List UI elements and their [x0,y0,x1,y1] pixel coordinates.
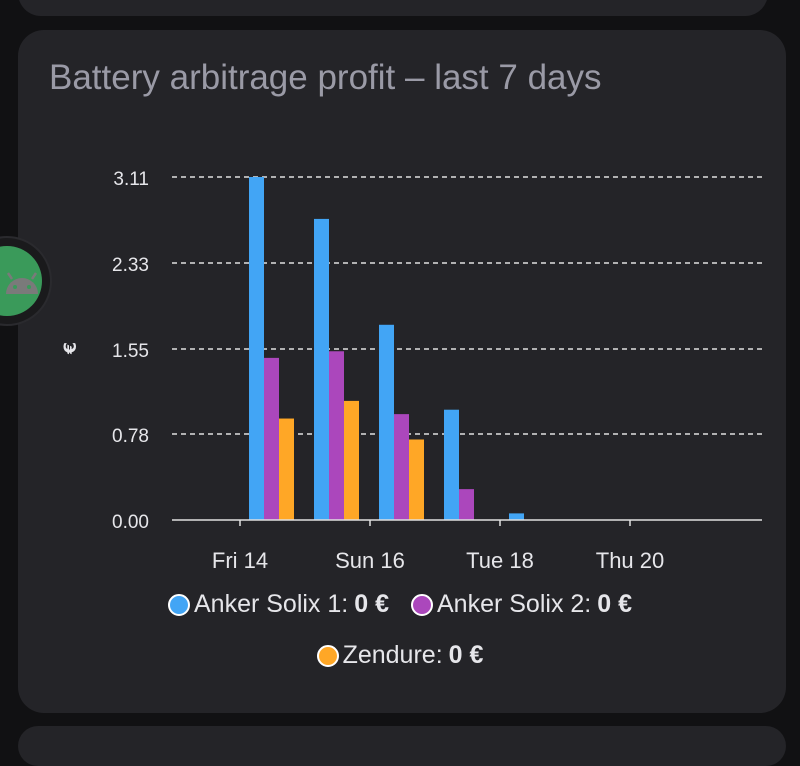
x-tick-label: Tue 18 [466,548,534,573]
legend-item-anker-solix-2[interactable]: Anker Solix 2: 0 € [411,590,632,619]
y-tick-label: 0.00 [112,512,149,533]
y-tick-label: 0.78 [112,426,149,447]
bar-anker-solix-2 [459,489,474,520]
bar-zendure [279,418,294,520]
legend-label: Anker Solix 1: [193,590,349,618]
legend-value: 0 € [448,641,484,669]
legend-dot-icon [316,644,339,667]
battery-profit-card [18,30,786,713]
legend-item-zendure[interactable]: Zendure: 0 € [316,641,484,670]
legend-item-anker-solix-1[interactable]: Anker Solix 1: 0 € [167,590,389,619]
y-axis-label: € [61,342,81,355]
y-tick-label: 1.55 [112,341,149,362]
bar-anker-solix-1 [249,177,264,520]
next-card [18,726,786,766]
bar-anker-solix-1 [444,409,459,520]
bar-anker-solix-1 [509,513,524,520]
legend-value: 0 € [597,590,633,618]
bar-zendure [409,439,424,520]
android-icon [0,246,42,316]
bar-anker-solix-2 [329,351,344,520]
bar-anker-solix-1 [314,218,329,520]
x-tick-label: Sun 16 [335,548,405,573]
legend-dot-icon [411,593,433,616]
legend-value: 0 € [354,590,389,618]
x-tick-label: Thu 20 [596,548,665,573]
legend-dot-icon [167,593,190,616]
bar-anker-solix-2 [394,414,409,520]
previous-card [18,0,768,16]
bar-zendure [344,400,359,520]
x-tick-label: Fri 14 [212,548,268,573]
legend-row-2: Zendure: 0 € [0,641,800,670]
bar-chart: 0.00 0.78 1.55 2.33 3.11 € Fri 14 Sun 16 Tue 18 T… [61,169,762,573]
y-tick-label: 3.11 [113,169,149,190]
legend-row-1: Anker Solix 1: 0 € Anker Solix 2: 0 € [0,590,800,619]
bar-anker-solix-1 [379,324,394,520]
legend-label: Zendure: [342,641,443,669]
legend-label: Anker Solix 2: [437,590,592,618]
bar-anker-solix-2 [264,357,279,520]
card-title: Battery arbitrage profit – last 7 days [49,58,602,97]
y-tick-label: 2.33 [112,255,149,276]
